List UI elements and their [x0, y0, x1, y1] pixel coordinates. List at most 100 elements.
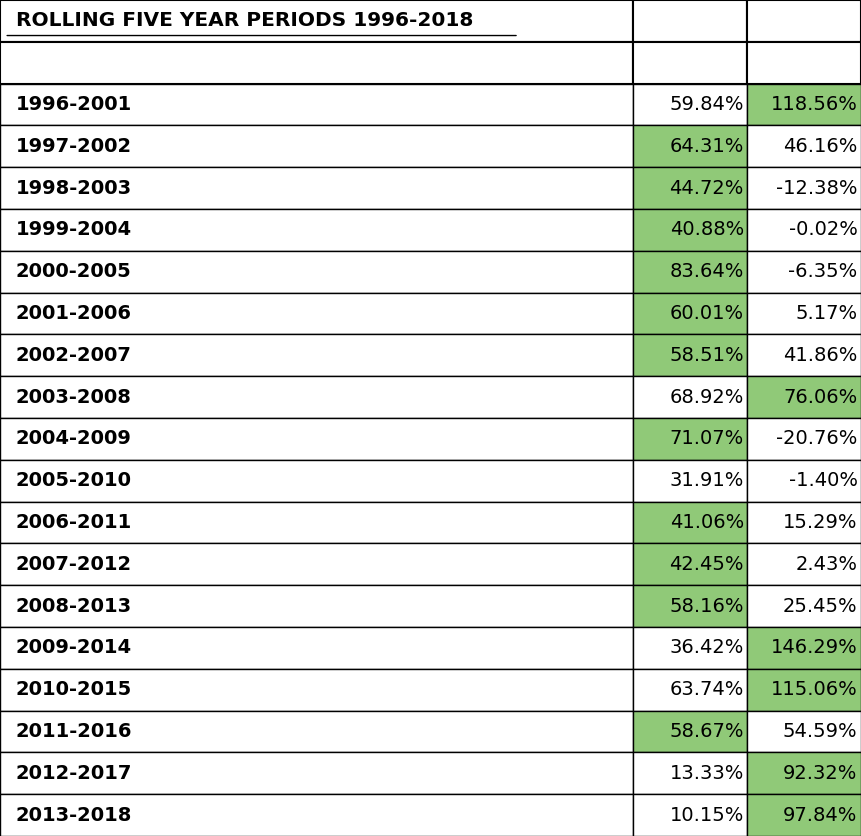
Text: 13.33%: 13.33% [670, 764, 744, 782]
Bar [633, 0, 747, 42]
Bar [0, 376, 633, 418]
Bar [0, 0, 633, 42]
Text: 118.56%: 118.56% [771, 95, 858, 114]
Text: 54.59%: 54.59% [783, 722, 858, 741]
Bar [633, 460, 747, 502]
Bar [633, 125, 747, 167]
Bar [0, 84, 633, 125]
Text: 25.45%: 25.45% [783, 597, 858, 615]
Text: 71.07%: 71.07% [670, 430, 744, 448]
Bar [0, 752, 633, 794]
Bar [633, 669, 747, 711]
Bar [747, 293, 861, 334]
Bar [0, 543, 633, 585]
Text: 5.17%: 5.17% [796, 304, 858, 323]
Bar [747, 42, 861, 84]
Bar [633, 711, 747, 752]
Bar [633, 418, 747, 460]
Bar [0, 502, 633, 543]
Bar [747, 752, 861, 794]
Bar [747, 460, 861, 502]
Bar [633, 293, 747, 334]
Bar [747, 209, 861, 251]
Text: 58.16%: 58.16% [669, 597, 744, 615]
Bar [633, 794, 747, 836]
Bar [633, 585, 747, 627]
Bar [633, 627, 747, 669]
Bar [0, 209, 633, 251]
Bar [633, 752, 747, 794]
Text: 2.43%: 2.43% [796, 555, 858, 573]
Bar [0, 251, 633, 293]
Bar [747, 376, 861, 418]
Text: 42.45%: 42.45% [669, 555, 744, 573]
Bar [747, 502, 861, 543]
Text: 36.42%: 36.42% [670, 639, 744, 657]
Text: 2001-2006: 2001-2006 [15, 304, 132, 323]
Text: 2010-2015: 2010-2015 [15, 681, 132, 699]
Text: 2013-2018: 2013-2018 [15, 806, 133, 824]
Bar [747, 84, 861, 125]
Bar [0, 627, 633, 669]
Bar [633, 42, 747, 84]
Text: 64.31%: 64.31% [670, 137, 744, 155]
Text: 83.64%: 83.64% [670, 263, 744, 281]
Text: 59.84%: 59.84% [669, 95, 744, 114]
Text: 1999-2004: 1999-2004 [15, 221, 132, 239]
Text: 1997-2002: 1997-2002 [15, 137, 132, 155]
Bar [0, 585, 633, 627]
Bar [0, 293, 633, 334]
Text: 1998-2003: 1998-2003 [15, 179, 132, 197]
Text: -12.38%: -12.38% [776, 179, 858, 197]
Text: 10.15%: 10.15% [670, 806, 744, 824]
Bar [633, 251, 747, 293]
Bar [0, 125, 633, 167]
Bar [633, 84, 747, 125]
Text: 1996-2001: 1996-2001 [15, 95, 132, 114]
Bar [0, 418, 633, 460]
Text: 58.67%: 58.67% [669, 722, 744, 741]
Bar [747, 585, 861, 627]
Text: 2007-2012: 2007-2012 [15, 555, 132, 573]
Bar [747, 334, 861, 376]
Text: 63.74%: 63.74% [670, 681, 744, 699]
Text: 76.06%: 76.06% [784, 388, 858, 406]
Bar [747, 794, 861, 836]
Bar [747, 125, 861, 167]
Bar [633, 167, 747, 209]
Text: 92.32%: 92.32% [784, 764, 858, 782]
Text: 146.29%: 146.29% [771, 639, 858, 657]
Text: 2006-2011: 2006-2011 [15, 513, 132, 532]
Text: 68.92%: 68.92% [670, 388, 744, 406]
Text: 2000-2005: 2000-2005 [15, 263, 132, 281]
Text: 40.88%: 40.88% [670, 221, 744, 239]
Bar [633, 543, 747, 585]
Bar [0, 711, 633, 752]
Text: -0.02%: -0.02% [789, 221, 858, 239]
Text: 15.29%: 15.29% [784, 513, 858, 532]
Bar [747, 0, 861, 42]
Text: -6.35%: -6.35% [789, 263, 858, 281]
Bar [747, 669, 861, 711]
Text: 2009-2014: 2009-2014 [15, 639, 132, 657]
Bar [747, 627, 861, 669]
Bar [0, 42, 633, 84]
Bar [633, 334, 747, 376]
Bar [0, 794, 633, 836]
Bar [747, 543, 861, 585]
Text: 60.01%: 60.01% [670, 304, 744, 323]
Text: 2002-2007: 2002-2007 [15, 346, 132, 364]
Text: 41.86%: 41.86% [784, 346, 858, 364]
Bar [747, 711, 861, 752]
Text: 44.72%: 44.72% [670, 179, 744, 197]
Bar [747, 251, 861, 293]
Text: 97.84%: 97.84% [784, 806, 858, 824]
Bar [0, 334, 633, 376]
Bar [747, 418, 861, 460]
Text: -20.76%: -20.76% [777, 430, 858, 448]
Text: ROLLING FIVE YEAR PERIODS 1996-2018: ROLLING FIVE YEAR PERIODS 1996-2018 [15, 12, 474, 30]
Text: -1.40%: -1.40% [789, 472, 858, 490]
Text: 2003-2008: 2003-2008 [15, 388, 132, 406]
Bar [633, 376, 747, 418]
Text: 2012-2017: 2012-2017 [15, 764, 133, 782]
